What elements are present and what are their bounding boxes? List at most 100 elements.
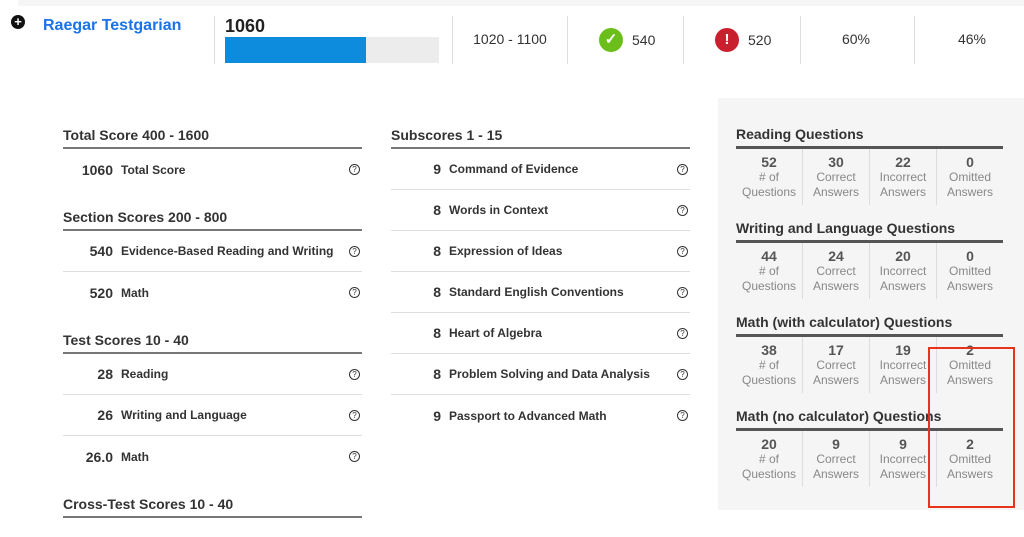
score-group: Total Score 400 - 1600 1060 Total Score? bbox=[63, 127, 362, 190]
stat-label: Questions bbox=[741, 279, 797, 293]
exclamation-circle-icon: ! bbox=[715, 28, 739, 52]
stat-label: Correct bbox=[816, 452, 856, 466]
stat-label: Answers bbox=[879, 373, 926, 387]
divider bbox=[683, 16, 684, 64]
question-circle-icon[interactable]: ? bbox=[677, 204, 688, 216]
question-circle-icon[interactable]: ? bbox=[677, 163, 688, 175]
question-section: Reading Questions 52 # of Questions 30 Correc… bbox=[736, 126, 1024, 205]
question-stat: 30 Correct Answers bbox=[803, 149, 870, 205]
score-column: Total Score 400 - 1600 1060 Total Score? Se… bbox=[63, 127, 362, 537]
score-group: Subscores 1 - 15 9 Command of Evidence? 8 Wo… bbox=[391, 127, 690, 436]
student-name-link[interactable]: Raegar Testgarian bbox=[43, 17, 182, 34]
question-stat: 20 # of Questions bbox=[736, 431, 803, 487]
question-circle-icon[interactable]: ? bbox=[677, 327, 688, 339]
question-section: Math (no calculator) Questions 20 # of Ques… bbox=[736, 408, 1024, 487]
score-value: 9 bbox=[433, 407, 441, 424]
question-circle-icon[interactable]: ? bbox=[677, 368, 688, 380]
stat-label: Incorrect bbox=[879, 452, 927, 466]
stat-label: Answers bbox=[879, 279, 926, 293]
divider bbox=[914, 16, 915, 64]
stat-value: 20 bbox=[895, 248, 911, 264]
question-stat: 2 Omitted Answers bbox=[937, 431, 1003, 487]
score-row: 26 Writing and Language? bbox=[63, 395, 362, 436]
stat-label: # of bbox=[758, 358, 779, 372]
score-group: Test Scores 10 - 40 28 Reading? 26 Writing a… bbox=[63, 332, 362, 477]
stat-value: 2 bbox=[966, 342, 974, 358]
highlight-box bbox=[928, 347, 1015, 508]
question-stat: 22 Incorrect Answers bbox=[870, 149, 937, 205]
questions-panel: Reading Questions 52 # of Questions 30 Correc… bbox=[718, 98, 1024, 510]
stat-label: Answers bbox=[812, 467, 859, 481]
question-circle-icon[interactable]: ? bbox=[349, 409, 360, 421]
stat-label: Answers bbox=[812, 185, 859, 199]
question-circle-icon[interactable]: ? bbox=[677, 410, 688, 421]
question-heading: Math (with calculator) Questions bbox=[736, 314, 1003, 337]
score-label: Command of Evidence bbox=[449, 162, 579, 176]
stat-label: Omitted bbox=[948, 170, 991, 184]
score-value: 1060 bbox=[81, 161, 113, 178]
stat-value: 19 bbox=[895, 342, 911, 358]
question-stat: 19 Incorrect Answers bbox=[870, 337, 937, 393]
score-row: 8 Expression of Ideas? bbox=[391, 231, 690, 272]
question-circle-icon[interactable]: ? bbox=[349, 368, 360, 380]
stat-label: Incorrect bbox=[879, 358, 927, 372]
question-circle-icon[interactable]: ? bbox=[349, 245, 360, 257]
score-row: 8 Words in Context? bbox=[391, 190, 690, 231]
score-row: 8 Heart of Algebra? bbox=[391, 313, 690, 354]
score-label: Evidence-Based Reading and Writing bbox=[121, 244, 334, 258]
score-label: Words in Context bbox=[449, 203, 549, 217]
score-label: Math bbox=[121, 285, 149, 300]
stat-label: Questions bbox=[741, 467, 797, 481]
stat-label: Correct bbox=[816, 358, 856, 372]
stat-label: Answers bbox=[946, 279, 993, 293]
score-row: 520 Math? bbox=[63, 272, 362, 313]
score-value: 28 bbox=[97, 366, 113, 382]
divider bbox=[214, 16, 215, 64]
score-row: 8 Problem Solving and Data Analysis? bbox=[391, 354, 690, 395]
stat-value: 30 bbox=[828, 154, 844, 170]
score-value: 9 bbox=[433, 161, 441, 177]
stat-label: Incorrect bbox=[879, 170, 927, 184]
score-value: 8 bbox=[433, 366, 441, 382]
stat-label: Questions bbox=[741, 185, 797, 199]
question-circle-icon[interactable]: ? bbox=[349, 287, 360, 298]
score-value: 26.0 bbox=[85, 448, 113, 465]
question-stat: 24 Correct Answers bbox=[803, 243, 870, 299]
stat-value: 0 bbox=[966, 248, 974, 264]
stat-label: Omitted bbox=[948, 452, 991, 466]
divider bbox=[567, 16, 568, 64]
stat-label: Answers bbox=[812, 373, 859, 387]
question-stats: 38 # of Questions 17 Correct Answers 19 Incorre… bbox=[736, 337, 1003, 393]
stat-value: 24 bbox=[828, 248, 844, 264]
stat-label: # of bbox=[758, 264, 779, 278]
score-row: 8 Standard English Conventions? bbox=[391, 272, 690, 313]
question-circle-icon[interactable]: ? bbox=[677, 286, 688, 298]
score-value: 520 bbox=[89, 284, 113, 301]
percentile-1: 60% bbox=[841, 31, 871, 47]
plus-circle-icon[interactable]: + bbox=[11, 15, 25, 29]
ebrw-score: ✓ 540 bbox=[599, 28, 655, 52]
score-label: Reading bbox=[121, 367, 169, 381]
stat-value: 0 bbox=[966, 154, 974, 170]
question-stats: 44 # of Questions 24 Correct Answers 20 Incorre… bbox=[736, 243, 1003, 299]
question-stat: 0 Omitted Answers bbox=[937, 149, 1003, 205]
question-section: Math (with calculator) Questions 38 # of Qu… bbox=[736, 314, 1024, 393]
score-row: 9 Passport to Advanced Math? bbox=[391, 395, 690, 436]
stat-label: Answers bbox=[946, 467, 993, 481]
question-stat: 20 Incorrect Answers bbox=[870, 243, 937, 299]
question-stat: 9 Correct Answers bbox=[803, 431, 870, 487]
score-label: Expression of Ideas bbox=[449, 244, 563, 258]
question-stat: 0 Omitted Answers bbox=[937, 243, 1003, 299]
group-heading: Total Score 400 - 1600 bbox=[63, 127, 362, 149]
stat-label: Correct bbox=[816, 170, 856, 184]
score-row: 540 Evidence-Based Reading and Writing? bbox=[63, 231, 362, 272]
question-stat: 17 Correct Answers bbox=[803, 337, 870, 393]
group-heading: Cross-Test Scores 10 - 40 bbox=[63, 496, 362, 518]
stat-value: 20 bbox=[761, 436, 777, 452]
stat-label: Omitted bbox=[948, 264, 991, 278]
question-circle-icon[interactable]: ? bbox=[349, 164, 360, 175]
score-label: Passport to Advanced Math bbox=[449, 408, 607, 423]
question-circle-icon[interactable]: ? bbox=[349, 451, 360, 462]
divider bbox=[800, 16, 801, 64]
question-circle-icon[interactable]: ? bbox=[677, 245, 688, 257]
